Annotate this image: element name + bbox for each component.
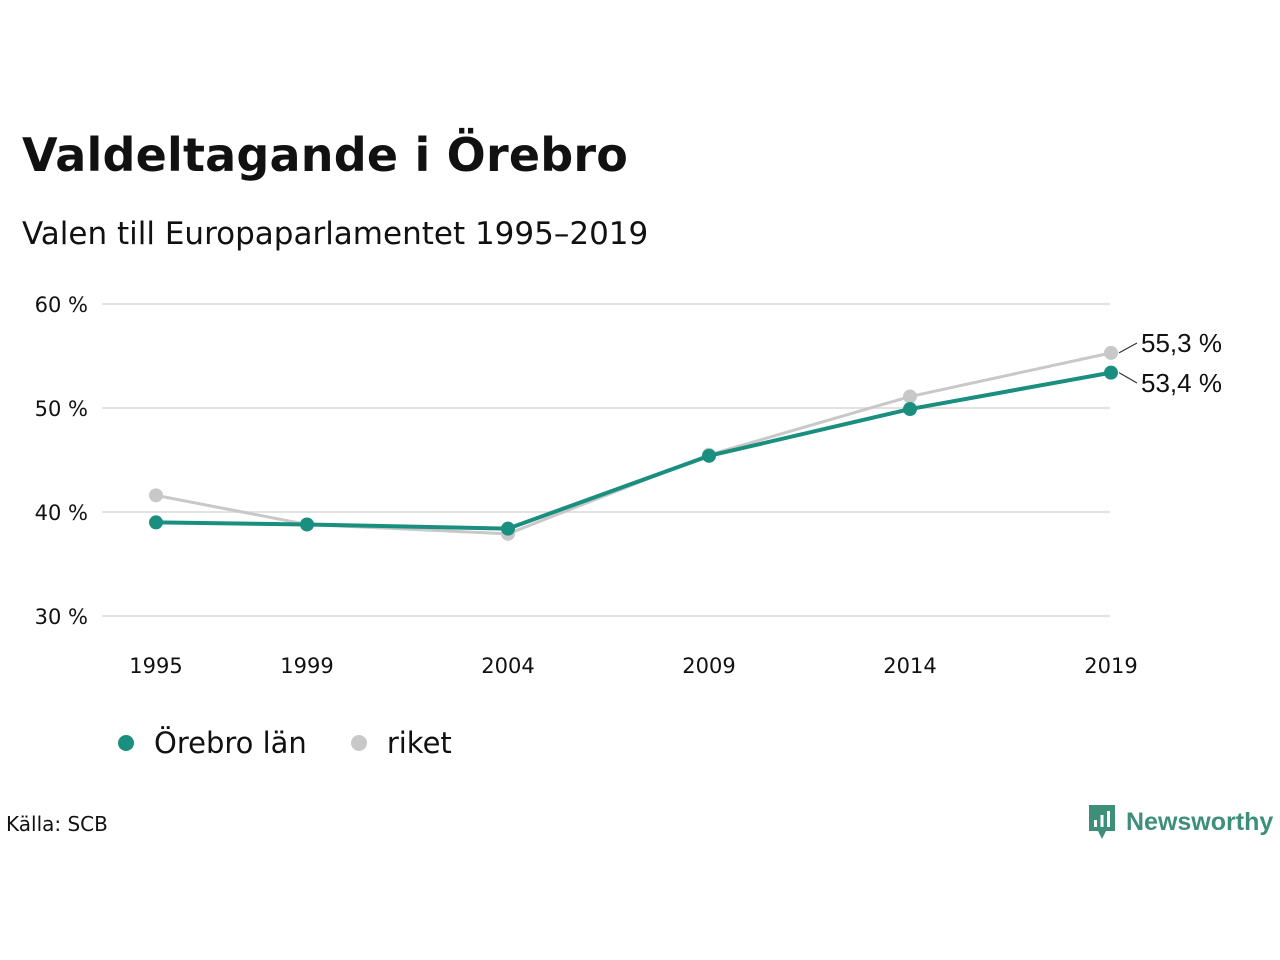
x-tick-label: 2004 xyxy=(481,654,534,678)
x-tick-label: 2019 xyxy=(1084,654,1137,678)
end-label-riket: 55,3 % xyxy=(1141,328,1222,358)
series-line-orebro-lan xyxy=(154,370,1113,531)
legend-item-orebro-lan[interactable]: Örebro län xyxy=(112,726,307,760)
legend: Örebro län riket xyxy=(112,726,490,760)
x-tick-label: 1995 xyxy=(129,654,182,678)
data-point-orebro-lan[interactable] xyxy=(501,521,515,536)
series xyxy=(149,345,1118,541)
x-tick-label: 2014 xyxy=(883,654,936,678)
y-tick-label: 50 % xyxy=(35,397,88,421)
brand-name: Newsworthy xyxy=(1126,807,1274,836)
end-labels: 55,3 % 53,4 % xyxy=(1118,328,1222,398)
data-point-orebro-lan[interactable] xyxy=(903,402,917,417)
y-tick-label: 60 % xyxy=(35,293,88,317)
x-tick-label: 2009 xyxy=(682,654,735,678)
end-label-leader-riket xyxy=(1118,342,1138,354)
legend-swatch-orebro-lan xyxy=(118,735,134,751)
data-point-orebro-lan[interactable] xyxy=(702,448,716,463)
gridlines xyxy=(102,303,1110,617)
legend-item-riket[interactable]: riket xyxy=(345,726,452,760)
bar-chart-speech-bubble-icon xyxy=(1089,805,1115,839)
y-tick-label: 30 % xyxy=(35,605,88,629)
data-point-riket[interactable] xyxy=(903,389,917,404)
chart-title: Valdeltagande i Örebro xyxy=(22,128,629,182)
legend-label-orebro-lan: Örebro län xyxy=(154,726,307,760)
brand-logo[interactable]: Newsworthy xyxy=(1088,802,1273,842)
data-point-orebro-lan[interactable] xyxy=(1104,365,1118,380)
y-axis-ticks: 30 % 40 % 50 % 60 % xyxy=(35,293,88,629)
source-note: Källa: SCB xyxy=(6,812,108,836)
y-tick-label: 40 % xyxy=(35,501,88,525)
data-point-riket[interactable] xyxy=(1104,345,1118,360)
data-point-riket[interactable] xyxy=(149,488,163,503)
end-label-leader-orebro-lan xyxy=(1118,372,1138,384)
x-axis-ticks: 1995 1999 2004 2009 2014 2019 xyxy=(129,654,1137,678)
legend-swatch-riket xyxy=(350,735,367,751)
legend-label-riket: riket xyxy=(386,726,452,760)
data-point-orebro-lan[interactable] xyxy=(149,515,163,530)
series-line-riket xyxy=(154,351,1113,536)
x-tick-label: 1999 xyxy=(280,654,333,678)
data-point-orebro-lan[interactable] xyxy=(300,517,314,532)
end-label-orebro-lan: 53,4 % xyxy=(1141,368,1222,398)
chart-subtitle: Valen till Europaparlamentet 1995–2019 xyxy=(22,216,649,252)
